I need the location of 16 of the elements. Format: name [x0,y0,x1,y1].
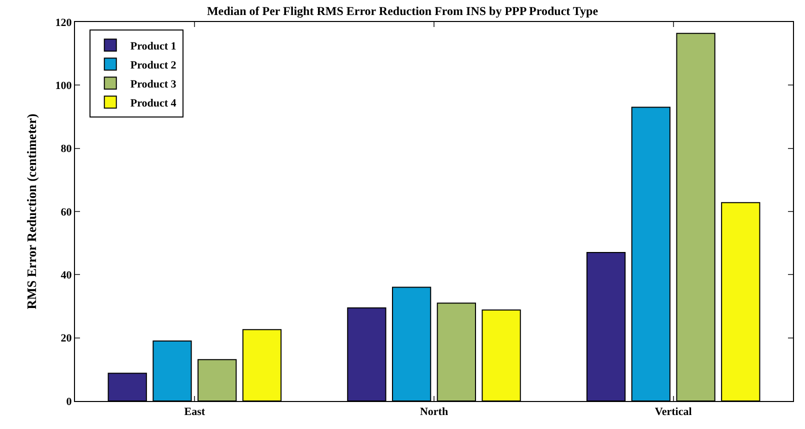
y-axis-title: RMS Error Reduction (centimeter) [24,114,40,310]
y-tick-label: 20 [60,332,72,345]
y-tick-label: 100 [55,80,72,92]
y-tick-label: 0 [66,396,72,408]
x-tick-label: East [184,406,206,418]
x-tick-label: North [420,406,448,418]
legend-label: Product 4 [130,97,177,110]
x-tick-label: Vertical [654,406,692,418]
chart-title: Median of Per Flight RMS Error Reduction From INS by PPP Product Type [206,4,599,18]
legend-label: Product 3 [130,78,177,90]
legend-label: Product 1 [130,40,176,52]
legend-label: Product 2 [130,59,177,72]
y-tick-label: 80 [60,143,72,156]
y-tick-label: 40 [60,270,72,282]
y-tick-label: 60 [60,206,72,218]
y-tick-label: 120 [55,16,72,29]
